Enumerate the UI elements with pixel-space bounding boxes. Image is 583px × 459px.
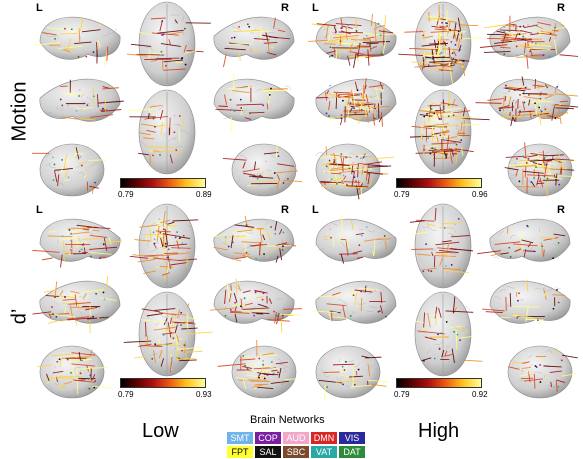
colorbar-max-label: 0.96	[472, 190, 488, 199]
row-label-motion: Motion	[8, 81, 31, 142]
brain-view	[315, 214, 397, 264]
panel-dprime-low: L R 0.79 0.93	[32, 202, 302, 402]
brain-view	[477, 218, 571, 262]
brain-view	[212, 215, 297, 263]
brain-view	[312, 280, 397, 324]
brain-view	[213, 16, 295, 68]
brain-view	[32, 143, 107, 197]
brain-view	[398, 1, 483, 87]
brain-renderings	[308, 1, 578, 200]
legend-network-dat: DAT	[339, 446, 365, 458]
colorbar	[396, 378, 482, 388]
brain-view	[34, 16, 121, 67]
brain-view	[308, 13, 397, 69]
colorbar	[396, 178, 482, 188]
row-label-dprime: d’	[8, 308, 31, 325]
hemisphere-right-label: R	[557, 2, 565, 14]
brain-view	[413, 291, 483, 377]
brain-view	[315, 143, 395, 200]
legend-network-aud: AUD	[283, 432, 309, 444]
brain-view	[475, 76, 578, 126]
legend-network-smt: SMT	[227, 432, 253, 444]
brain-view	[222, 141, 302, 197]
legend-network-vat: VAT	[311, 446, 337, 458]
brain-view	[480, 15, 578, 69]
brain-view	[504, 142, 577, 198]
legend-network-sbc: SBC	[283, 446, 309, 458]
brain-view	[409, 203, 473, 289]
hemisphere-left-label: L	[312, 204, 319, 216]
colorbar-min-label: 0.79	[118, 190, 134, 199]
legend-network-fpt: FPT	[227, 446, 253, 458]
colorbar-max-label: 0.93	[196, 390, 212, 399]
colorbar-min-label: 0.79	[394, 190, 410, 199]
brain-view	[32, 218, 122, 268]
column-label-low: Low	[142, 420, 179, 442]
colorbar	[120, 178, 206, 188]
brain-view	[32, 275, 121, 334]
brain-view	[129, 203, 199, 289]
colorbar-max-label: 0.89	[196, 190, 212, 199]
brain-view	[507, 345, 578, 399]
brain-renderings	[312, 203, 578, 401]
brain-view	[39, 78, 124, 122]
brain-view	[213, 74, 295, 133]
legend-title: Brain Networks	[250, 414, 325, 426]
colorbar	[120, 378, 206, 388]
colorbar-min-label: 0.79	[394, 390, 410, 399]
brain-view	[37, 345, 114, 399]
brain-renderings	[32, 1, 302, 197]
panel-motion-low: L R 0.79 0.89	[32, 0, 302, 200]
hemisphere-left-label: L	[36, 204, 43, 216]
legend-network-dmn: DMN	[311, 432, 337, 444]
colorbar-max-label: 0.92	[472, 390, 488, 399]
brain-view	[315, 78, 397, 127]
hemisphere-right-label: R	[557, 204, 565, 216]
hemisphere-right-label: R	[281, 204, 289, 216]
brain-view	[123, 291, 213, 377]
legend-network-vis: VIS	[339, 432, 365, 444]
legend-network-sal: SAL	[255, 446, 281, 458]
brain-view	[315, 345, 389, 401]
brain-view	[126, 1, 211, 87]
brain-view	[209, 278, 302, 333]
panel-dprime-high: L R 0.79 0.92	[308, 202, 578, 402]
brain-view	[127, 89, 196, 175]
panel-motion-high: L R 0.79 0.96	[308, 0, 578, 200]
brain-renderings	[32, 203, 302, 399]
colorbar-min-label: 0.79	[118, 390, 134, 399]
legend-network-cop: COP	[255, 432, 281, 444]
hemisphere-right-label: R	[281, 2, 289, 14]
brain-view	[217, 339, 297, 399]
brain-view	[410, 89, 490, 175]
hemisphere-left-label: L	[312, 2, 319, 14]
brain-view	[482, 279, 571, 324]
hemisphere-left-label: L	[36, 2, 43, 14]
column-label-high: High	[418, 420, 460, 442]
